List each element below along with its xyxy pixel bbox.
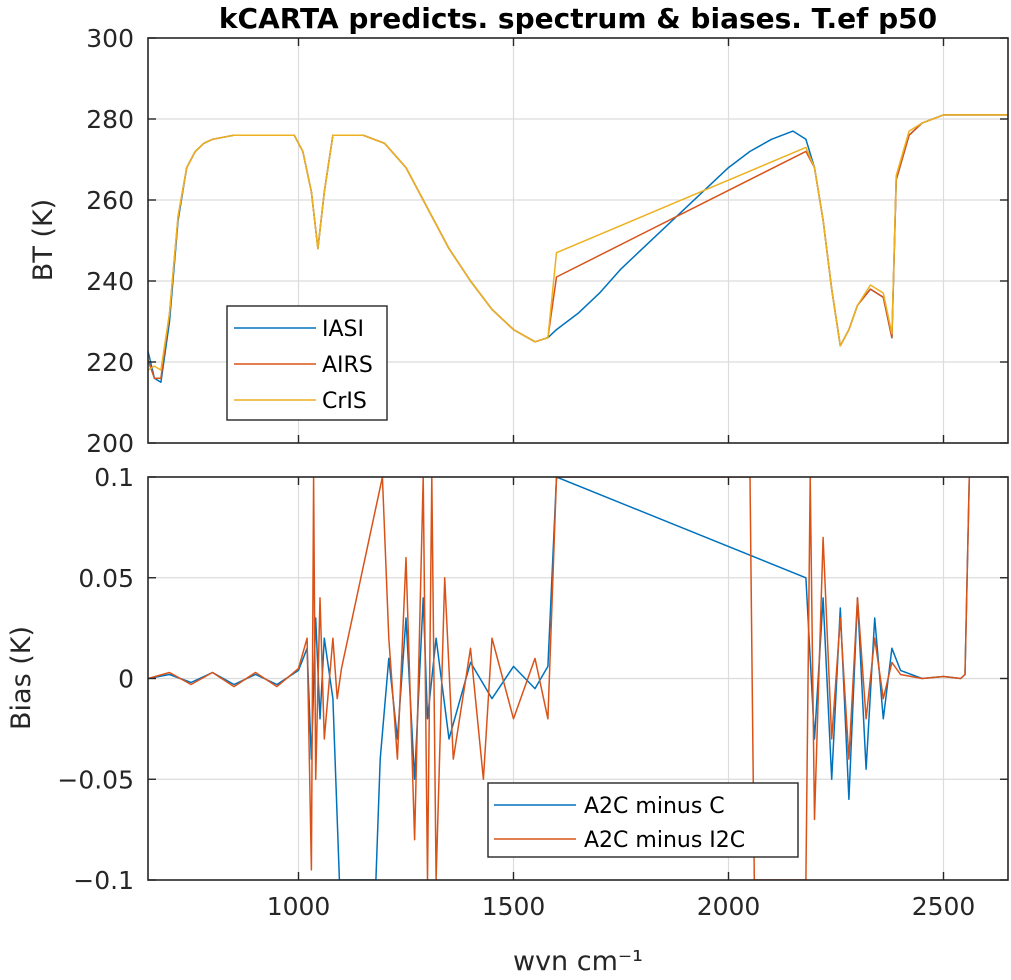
x-tick-label: 1000 <box>267 892 331 921</box>
bias-gridlines <box>148 477 1008 880</box>
x-tick-label: 2000 <box>697 892 761 921</box>
bt-legend-box <box>226 305 388 421</box>
legend-label-iasi: IASI <box>322 317 364 342</box>
series-line-cris <box>148 114 1008 371</box>
y-tick-label: 0.05 <box>78 564 134 593</box>
bias-legend: A2C minus C A2C minus I2C <box>487 782 799 858</box>
bias-ticks: 1000 1500 2000 2500 −0.1 −0.05 0 0.05 0.1 <box>57 463 1008 921</box>
y-tick-label: −0.1 <box>73 866 134 895</box>
y-tick-label: −0.05 <box>57 765 134 794</box>
legend-label-cris: CrIS <box>322 389 367 414</box>
y-tick-label: 280 <box>86 105 134 134</box>
bt-y-axis-label: BT (K) <box>28 199 59 281</box>
y-tick-label: 0.1 <box>94 463 134 492</box>
x-tick-label: 2500 <box>912 892 976 921</box>
y-tick-label: 0 <box>118 665 134 694</box>
legend-label-airs: AIRS <box>322 353 373 378</box>
y-tick-label: 300 <box>86 24 134 53</box>
bt-spectrum-panel: 200 220 240 260 280 300 BT (K) IASI AIRS CrIS <box>28 24 1009 458</box>
bias-panel: 1000 1500 2000 2500 −0.1 −0.05 0 0.05 0.1 Bias (… <box>6 463 1009 977</box>
legend-label-a2c-minus-i2c: A2C minus I2C <box>584 828 745 853</box>
x-tick-label: 1500 <box>482 892 546 921</box>
figure-title: kCARTA predicts. spectrum & biases. T.ef… <box>219 2 937 35</box>
legend-label-a2c-minus-c: A2C minus C <box>584 794 725 819</box>
bias-x-axis-label: wvn cm⁻¹ <box>513 946 643 977</box>
y-tick-label: 260 <box>86 186 134 215</box>
bt-ticks: 200 220 240 260 280 300 <box>86 24 1008 458</box>
bt-series-lines <box>148 114 1008 384</box>
bt-axes-box <box>147 37 1009 444</box>
bias-series-lines <box>148 477 971 880</box>
series-line-a2c-minus-i2c <box>148 477 971 880</box>
bt-legend: IASI AIRS CrIS <box>226 305 388 421</box>
y-tick-label: 200 <box>86 429 134 458</box>
y-tick-label: 240 <box>86 267 134 296</box>
y-tick-label: 220 <box>86 348 134 377</box>
bt-gridlines <box>148 38 1008 443</box>
bias-y-axis-label: Bias (K) <box>6 626 37 730</box>
bias-legend-box <box>487 782 799 858</box>
